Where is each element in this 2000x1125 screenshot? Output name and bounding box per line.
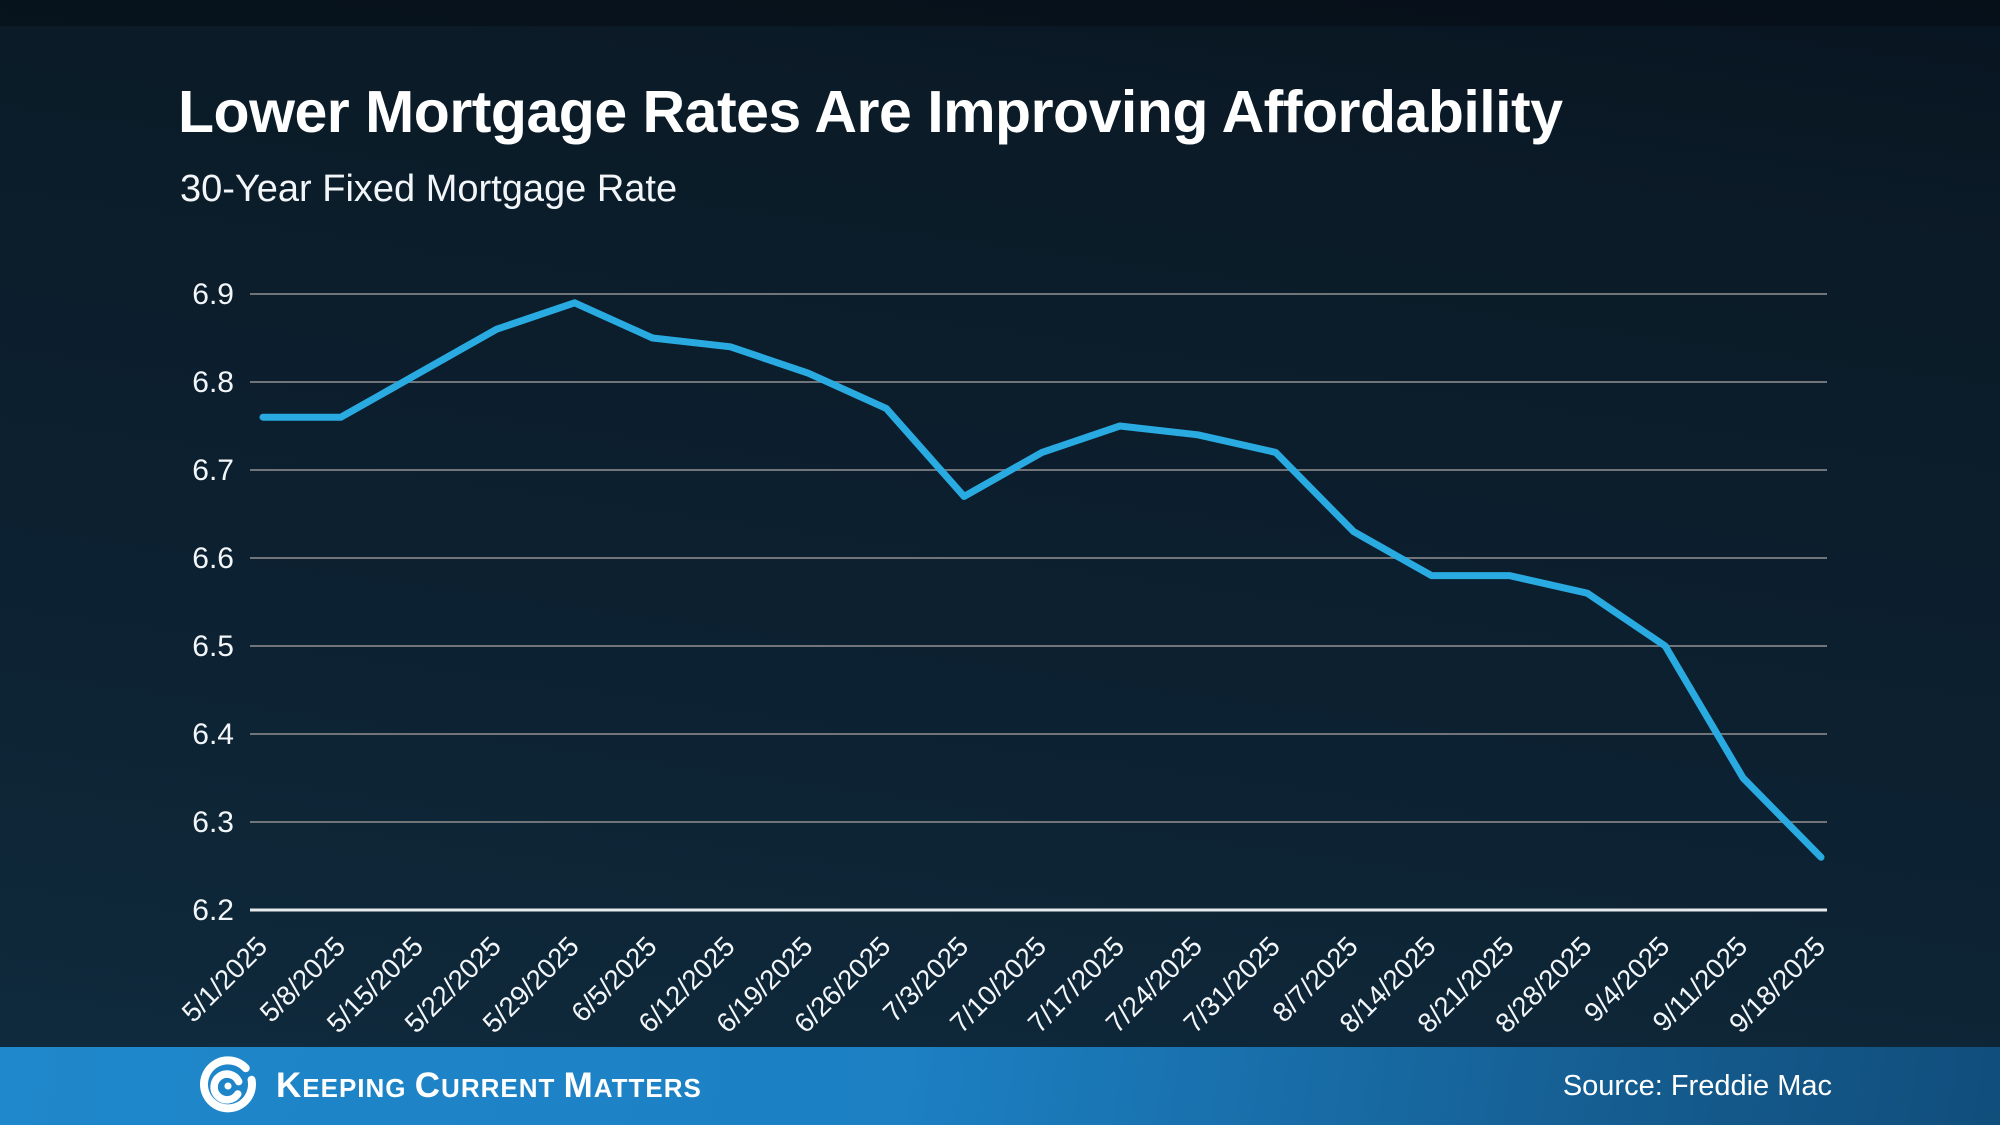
source-attribution: Source: Freddie Mac bbox=[1562, 1069, 1832, 1102]
y-axis-tick-label: 6.7 bbox=[192, 454, 234, 487]
x-axis-tick-label: 5/1/2025 bbox=[176, 930, 274, 1028]
kcm-swirl-icon bbox=[200, 1056, 256, 1113]
kcm-logo: KEEPING CURRENT MATTERS bbox=[196, 1047, 702, 1125]
page-title: Lower Mortgage Rates Are Improving Affor… bbox=[178, 79, 1563, 145]
rate-line-series bbox=[259, 299, 1825, 861]
y-axis-tick-label: 6.5 bbox=[192, 630, 234, 663]
chart-subtitle: 30-Year Fixed Mortgage Rate bbox=[180, 168, 678, 210]
y-axis-tick-label: 6.4 bbox=[192, 718, 234, 751]
footer-bar: KEEPING CURRENT MATTERS Source: Freddie … bbox=[0, 1047, 2000, 1125]
y-axis-tick-label: 6.6 bbox=[192, 542, 234, 575]
y-axis-tick-label: 6.9 bbox=[192, 278, 234, 311]
y-axis-tick-label: 6.8 bbox=[192, 366, 234, 399]
y-axis-tick-label: 6.3 bbox=[192, 806, 234, 839]
kcm-logo-text: KEEPING CURRENT MATTERS bbox=[276, 1066, 702, 1105]
y-axis-tick-label: 6.2 bbox=[192, 894, 234, 927]
